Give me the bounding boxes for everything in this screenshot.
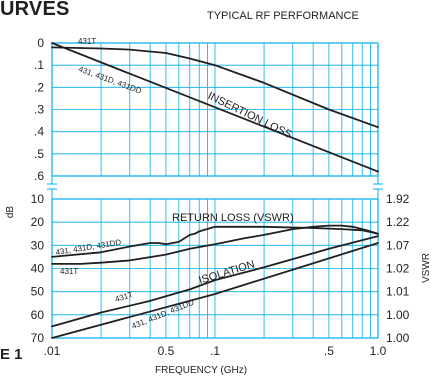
curve-label: 431, 431D, 431DD <box>77 64 143 95</box>
x-tick-label: .1 <box>210 344 220 358</box>
y-tick-label: 20 <box>31 215 45 229</box>
y-tick-label: .2 <box>34 80 44 94</box>
y-tick-label: 70 <box>31 331 45 345</box>
series-line <box>51 42 379 173</box>
y-tick-label: .1 <box>34 58 44 72</box>
x-tick-label: 0.5 <box>158 344 175 358</box>
curve-label: RETURN LOSS (VSWR) <box>172 212 294 224</box>
curve-label: 431T <box>60 267 78 276</box>
series-line <box>51 225 379 258</box>
curve-label: 431T <box>78 37 96 46</box>
series-line <box>51 235 379 328</box>
curves-layer <box>51 42 379 339</box>
y-tick-label: .3 <box>34 103 44 117</box>
y-right-tick-label: 1.02 <box>386 262 410 276</box>
y-tick-label: 50 <box>31 285 45 299</box>
frame-layer <box>47 42 383 339</box>
axes-layer: 0 .1 .2 .3 .4 .5 .6 10 20 30 40 50 60 70 1.92 1.22 1.07 1… <box>5 36 432 358</box>
series-line <box>51 46 379 129</box>
y-tick-label: 0 <box>37 36 44 50</box>
series-line <box>51 242 379 339</box>
y-tick-label: 10 <box>31 192 45 206</box>
y-axis-title-left: dB <box>5 206 16 219</box>
chart-heading-fragment: URVES <box>0 0 70 20</box>
curve-label: INSERTION LOSS <box>206 90 294 141</box>
y-tick-label: .6 <box>34 169 44 183</box>
x-tick-label: .01 <box>44 344 61 358</box>
y-right-tick-label: 1.22 <box>386 215 410 229</box>
series-line <box>51 224 379 265</box>
panel-frame <box>51 198 379 339</box>
y-tick-label: 60 <box>31 308 45 322</box>
y-right-tick-label: 1.07 <box>386 238 410 252</box>
y-tick-label: 30 <box>31 238 45 252</box>
x-tick-label: .5 <box>324 344 334 358</box>
x-axis-title: FREQUENCY (GHz) <box>155 365 248 376</box>
chart-subtitle: TYPICAL RF PERFORMANCE <box>207 10 359 22</box>
panel-frame <box>51 42 379 177</box>
y-right-tick-label: 1.00 <box>386 331 410 345</box>
y-axis-title-right: VSWR <box>421 253 432 283</box>
y-right-tick-label: 1.92 <box>386 192 410 206</box>
y-tick-label: 40 <box>31 262 45 276</box>
y-tick-label: .4 <box>34 125 44 139</box>
figure-number-fragment: E 1 <box>0 346 23 363</box>
y-tick-label: .5 <box>34 147 44 161</box>
curve-label: ISOLATION <box>197 258 256 286</box>
x-tick-label: 1.0 <box>370 344 387 358</box>
y-right-tick-label: 1.00 <box>386 308 410 322</box>
y-right-tick-label: 1.01 <box>386 285 410 299</box>
